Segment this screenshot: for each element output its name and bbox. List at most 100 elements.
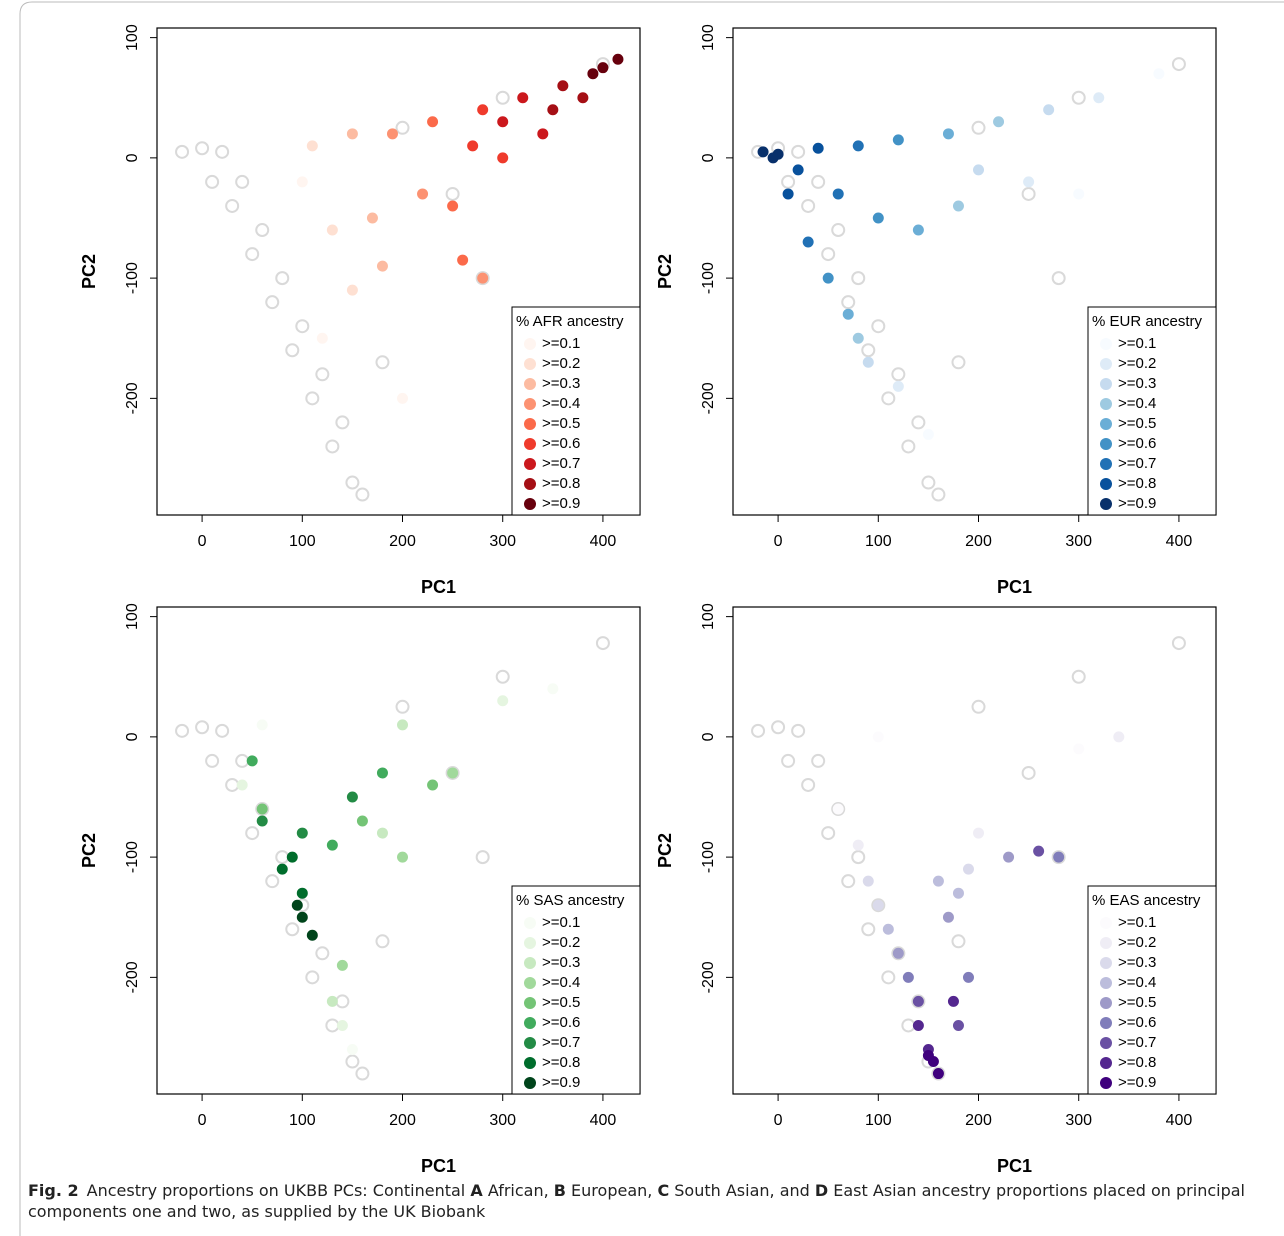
point <box>1053 851 1065 863</box>
point <box>851 850 866 865</box>
legend-swatch <box>1100 917 1112 929</box>
point <box>871 898 886 913</box>
y-tick-label: 100 <box>124 603 141 630</box>
legend-title: % SAS ancestry <box>516 892 625 909</box>
legend-label: >=0.4 <box>542 395 580 412</box>
legend-label: >=0.1 <box>542 914 580 931</box>
legend-swatch <box>524 418 536 430</box>
legend-label: >=0.5 <box>542 994 580 1011</box>
legend-swatch <box>524 917 536 929</box>
legend-swatch <box>524 957 536 969</box>
point <box>445 186 460 201</box>
point <box>791 144 806 159</box>
y-axis-label: PC2 <box>655 833 675 868</box>
point <box>852 332 864 344</box>
point <box>355 1066 370 1081</box>
point <box>235 753 250 768</box>
legend-swatch <box>1100 478 1112 490</box>
caption-text: European, <box>565 1181 658 1200</box>
point <box>245 247 260 262</box>
x-axis-label: PC1 <box>997 1156 1032 1176</box>
y-tick-label: 100 <box>700 603 717 630</box>
point <box>811 174 826 189</box>
point <box>852 839 864 851</box>
legend-swatch <box>524 358 536 370</box>
point <box>931 1066 946 1081</box>
x-tick-label: 100 <box>865 533 892 550</box>
point <box>811 753 826 768</box>
legend-swatch <box>524 498 536 510</box>
x-tick-label: 0 <box>774 1112 783 1129</box>
legend-label: >=0.5 <box>1118 994 1156 1011</box>
point <box>447 200 459 212</box>
point <box>467 140 479 152</box>
point <box>781 174 796 189</box>
point <box>386 128 398 140</box>
point <box>1171 57 1186 72</box>
legend-label: >=0.4 <box>1118 395 1156 412</box>
legend-label: >=0.9 <box>542 1074 580 1091</box>
caption: Fig. 2 Ancestry proportions on UKBB PCs: … <box>28 1180 1264 1222</box>
point <box>497 695 509 707</box>
point <box>477 272 489 284</box>
legend-swatch <box>524 338 536 350</box>
point <box>395 699 410 714</box>
point <box>892 134 904 146</box>
point <box>951 355 966 370</box>
caption-text: D <box>814 1181 829 1200</box>
point <box>366 212 378 224</box>
point <box>205 174 220 189</box>
y-tick-label: 0 <box>124 153 141 162</box>
point <box>587 68 599 80</box>
point <box>801 777 816 792</box>
plot-box <box>156 27 641 516</box>
y-axis-label: PC2 <box>79 254 99 289</box>
legend-label: >=0.6 <box>1118 1014 1156 1031</box>
point <box>335 415 350 430</box>
point <box>892 380 904 392</box>
legend-swatch <box>524 398 536 410</box>
point <box>427 116 439 128</box>
x-tick-label: 200 <box>965 1112 992 1129</box>
point <box>1073 188 1085 200</box>
point <box>942 128 954 140</box>
point <box>952 887 964 899</box>
legend-swatch <box>1100 1017 1112 1029</box>
x-tick-label: 300 <box>489 533 516 550</box>
x-tick-label: 200 <box>965 533 992 550</box>
point <box>1023 176 1035 188</box>
plot-box <box>156 606 641 1095</box>
point <box>872 731 884 743</box>
point <box>276 863 288 875</box>
point <box>345 475 360 490</box>
legend-label: >=0.2 <box>1118 934 1156 951</box>
legend-label: >=0.8 <box>1118 475 1156 492</box>
point <box>1043 104 1055 116</box>
y-tick-label: -100 <box>124 841 141 873</box>
point <box>427 779 439 791</box>
legend-swatch <box>524 378 536 390</box>
x-tick-label: 0 <box>198 533 207 550</box>
x-tick-label: 400 <box>1166 1112 1193 1129</box>
legend-label: >=0.6 <box>1118 435 1156 452</box>
point <box>861 343 876 358</box>
y-tick-label: -100 <box>124 262 141 294</box>
point <box>1021 186 1036 201</box>
point <box>1093 92 1105 104</box>
legend-label: >=0.7 <box>1118 1034 1156 1051</box>
legend-label: >=0.3 <box>542 375 580 392</box>
legend-label: >=0.9 <box>542 495 580 512</box>
point <box>336 1019 348 1031</box>
legend-swatch <box>524 478 536 490</box>
legend-label: >=0.2 <box>542 934 580 951</box>
legend-swatch <box>524 458 536 470</box>
point <box>1071 669 1086 684</box>
x-tick-label: 0 <box>198 1112 207 1129</box>
legend-label: >=0.9 <box>1118 1074 1156 1091</box>
point <box>841 874 856 889</box>
point <box>236 779 248 791</box>
point <box>962 971 974 983</box>
y-tick-label: -200 <box>124 382 141 414</box>
legend-label: >=0.1 <box>542 335 580 352</box>
